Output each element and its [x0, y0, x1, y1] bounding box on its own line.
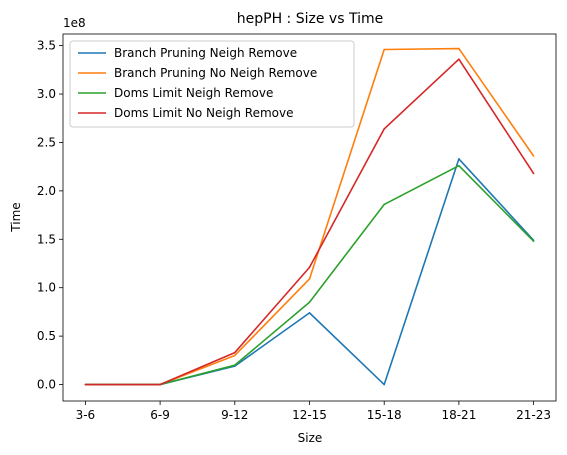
legend-entry-3: Doms Limit No Neigh Remove	[114, 106, 293, 120]
series-1-point-6	[532, 155, 535, 157]
x-tick-label: 9-12	[221, 408, 248, 422]
y-tick-label: 2.0	[37, 184, 56, 198]
series-3-point-5	[458, 58, 460, 60]
series-0-point-5	[458, 158, 460, 160]
series-3-point-1	[159, 383, 161, 386]
x-tick-label: 6-9	[150, 408, 170, 422]
chart-title: hepPH : Size vs Time	[237, 11, 383, 27]
x-tick-label: 21-23	[516, 408, 551, 422]
legend-entry-2: Doms Limit Neigh Remove	[114, 86, 273, 100]
series-1-point-4	[383, 48, 385, 51]
y-tick-label: 3.5	[37, 39, 56, 53]
legend: Branch Pruning Neigh Remove Branch Prunin…	[69, 40, 355, 128]
x-axis-label: Size	[298, 431, 323, 445]
legend-box	[69, 40, 355, 128]
y-tick-label: 3.0	[37, 87, 56, 101]
legend-entry-1: Branch Pruning No Neigh Remove	[114, 66, 317, 80]
series-1-point-5	[458, 47, 460, 50]
series-0-point-3	[308, 312, 311, 314]
series-2-point-6	[532, 240, 535, 243]
y-tick-label: 0.0	[37, 378, 56, 392]
y-multiplier-label: 1e8	[63, 16, 86, 30]
series-3-point-0	[84, 383, 87, 386]
series-2-point-4	[383, 203, 385, 206]
y-tick-label: 0.5	[37, 329, 56, 343]
series-3-point-6	[532, 172, 535, 175]
series-2-point-2	[234, 364, 236, 366]
series-3-point-3	[308, 266, 311, 269]
y-tick-label: 2.5	[37, 135, 56, 149]
series-1-point-2	[234, 354, 236, 357]
legend-entry-0: Branch Pruning Neigh Remove	[114, 46, 297, 60]
x-tick-label: 18-21	[441, 408, 476, 422]
series-3-point-4	[383, 128, 385, 130]
x-tick-label: 12-15	[292, 408, 327, 422]
y-tick-label: 1.5	[37, 232, 56, 246]
plot-area-frame	[62, 33, 557, 402]
series-2-point-3	[308, 301, 311, 304]
y-tick-label: 1.0	[37, 281, 56, 295]
series-3-point-2	[234, 351, 236, 354]
y-axis-label: Time	[9, 202, 23, 232]
x-tick-label: 15-18	[367, 408, 402, 422]
series-line-0	[85, 158, 535, 386]
series-1-point-3	[308, 278, 311, 280]
series-line-2	[85, 164, 535, 386]
series-0-point-4	[383, 383, 385, 386]
x-tick-label: 3-6	[76, 408, 96, 422]
series-2-point-5	[458, 164, 460, 167]
